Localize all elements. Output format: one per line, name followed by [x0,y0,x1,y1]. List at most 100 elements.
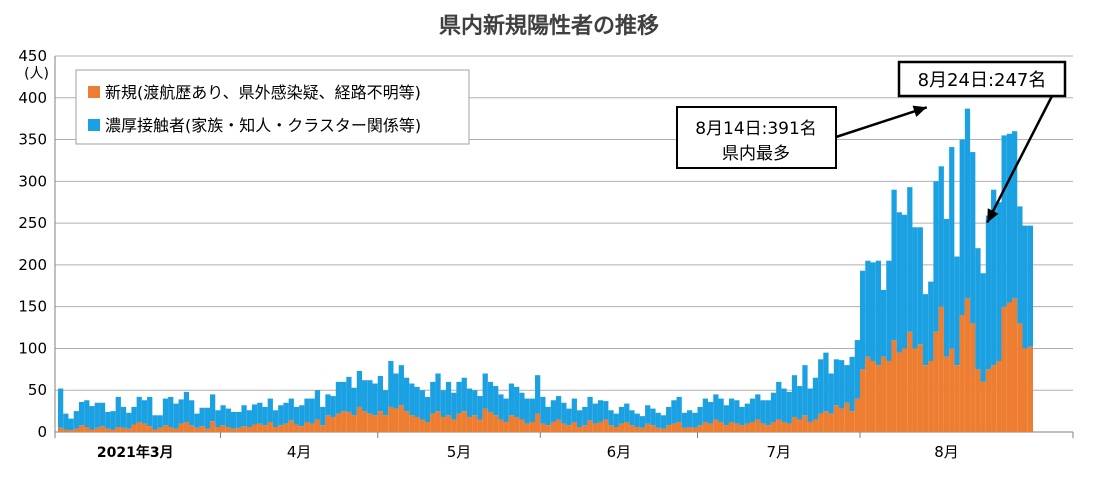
x-tick-label: 5月 [447,443,472,461]
bar-new [267,421,273,432]
bar-new [702,421,708,432]
bar-contact [68,418,74,431]
bar-new [131,424,137,432]
bar-new [597,421,604,432]
bar-contact [487,381,494,412]
bar-new [561,423,567,432]
bar-new [225,426,231,432]
bar-contact [959,139,965,316]
bar-contact [603,401,609,420]
bar-new [293,424,300,432]
bar-contact [655,412,661,428]
bar-new [839,408,845,432]
bar-contact [73,411,79,429]
bar-contact [409,383,415,416]
bar-contact [325,394,331,416]
callout-arrow-peak-head [912,105,927,118]
bar-contact [299,405,305,427]
bar-new [288,420,294,432]
bar-contact [367,380,373,414]
bar-contact [115,396,121,427]
bar-new [89,429,95,432]
bar-contact [713,394,719,420]
bar-new [964,298,971,432]
y-tick-label: 350 [18,131,47,149]
bar-new [498,419,504,432]
bar-new [105,428,111,432]
bar-contact [210,394,216,422]
bar-new [582,425,588,432]
bar-new [655,427,661,432]
y-tick-label: 450 [18,47,47,65]
bar-new [472,415,478,432]
bar-contact [865,260,871,357]
y-tick-label: 50 [28,381,47,399]
bar-contact [723,405,729,426]
bar-contact [991,189,997,366]
bar-contact [624,403,630,422]
bar-contact [278,405,284,426]
bar-new [681,427,688,432]
bar-contact [634,413,640,427]
bar-contact [954,256,960,366]
bar-new [487,411,494,432]
bar-contact [267,398,273,422]
bar-new [555,419,562,432]
bar-contact [770,392,777,422]
bar-contact [555,396,562,420]
bar-contact [970,152,976,324]
y-tick-label: 300 [18,172,47,190]
bar-new [922,365,929,432]
bar-new [1006,302,1013,432]
bar-new [178,423,184,432]
bar-contact [414,386,420,417]
bar-contact [849,356,855,412]
bar-new [608,425,614,432]
bar-contact [393,373,399,409]
x-tick-label: 6月 [607,443,632,461]
y-axis-label: (人) [24,66,49,82]
bar-new [865,356,871,432]
bar-new [807,421,813,432]
bar-new [126,428,132,432]
bar-new [739,425,745,432]
legend-label-contact: 濃厚接触者(家族・知人・クラスター関係等) [105,116,421,135]
bar-new [162,425,169,432]
bar-contact [63,413,69,430]
bar-contact [372,383,378,416]
bar-contact [241,405,247,427]
bar-new [152,429,158,432]
bar-contact [519,392,525,420]
bar-contact [571,398,577,422]
bar-new [818,413,824,432]
bar-new [514,416,520,432]
bar-contact [692,412,698,428]
bar-new [765,425,771,432]
bar-new [676,421,682,432]
bar-contact [687,410,693,427]
bar-new [624,421,630,432]
bar-contact [173,403,179,429]
x-tick-label: 8月 [934,443,959,461]
bar-contact [168,396,174,427]
bar-contact [734,400,740,424]
bar-contact [503,398,509,422]
callout-arrow-peak [835,106,928,139]
bar-new [650,425,656,432]
bar-new [886,360,892,432]
chart-title: 県内新規陽性者の推移 [439,13,659,39]
bar-contact [529,398,536,422]
bar-new [833,405,840,432]
bar-contact [84,400,90,427]
bar-new [603,419,609,432]
bar-new [618,423,625,432]
x-tick-label: 7月 [766,443,791,461]
bar-new [535,413,541,432]
bar-new [875,365,881,432]
bar-contact [587,396,593,421]
bar-contact [833,359,840,406]
bar-new [383,415,389,432]
bar-new [409,415,415,432]
bar-contact [1022,225,1028,349]
